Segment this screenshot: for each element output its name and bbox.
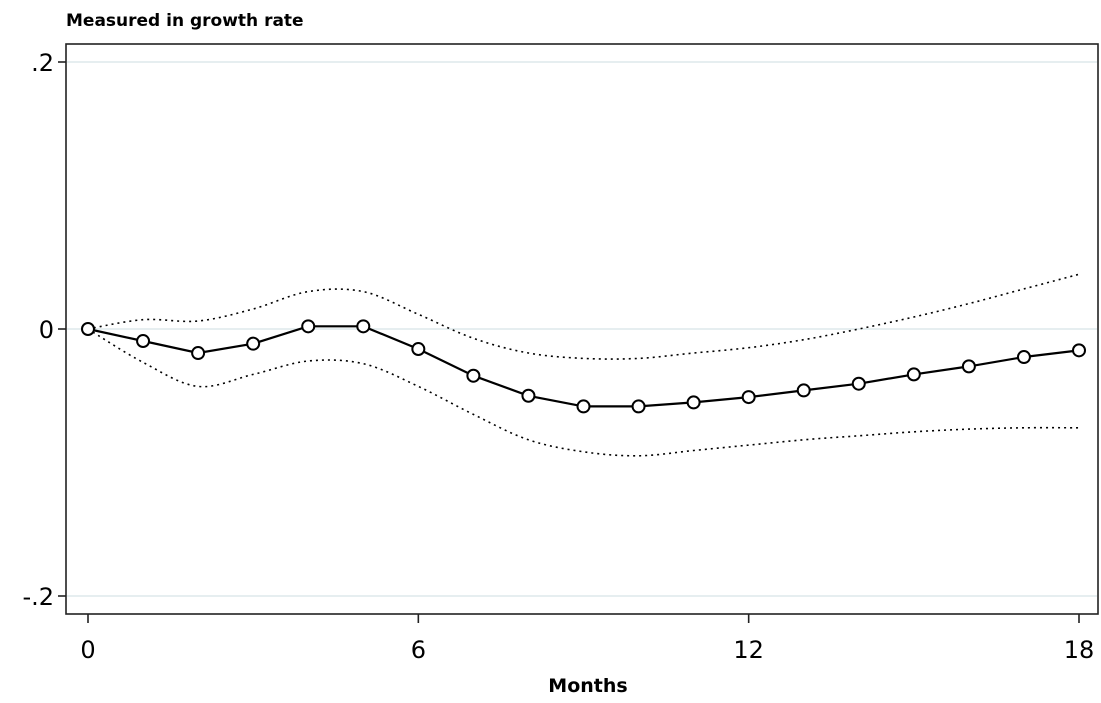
data-point-6 (411, 342, 426, 357)
data-point-5 (356, 319, 371, 334)
series-line-estimate (87, 325, 1080, 408)
series-group (81, 273, 1086, 457)
data-point-4 (301, 319, 316, 334)
data-point-13 (796, 383, 811, 398)
series-line-lower-bound (87, 328, 1080, 457)
y-axis: -.2 0 .2 (22, 49, 66, 611)
data-point-12 (741, 390, 756, 405)
data-point-14 (851, 376, 866, 391)
data-point-0 (81, 322, 95, 336)
series-line-upper-bound (87, 273, 1080, 360)
y-tick-label-1: 0 (39, 316, 54, 344)
data-point-15 (906, 367, 921, 382)
data-point-11 (686, 395, 701, 410)
data-point-8 (521, 388, 536, 403)
x-tick-label-1: 6 (411, 636, 426, 664)
x-tick-label-0: 0 (80, 636, 95, 664)
data-point-1 (136, 334, 151, 349)
data-point-18 (1072, 343, 1086, 358)
x-tick-label-3: 18 (1064, 636, 1095, 664)
data-point-2 (191, 346, 206, 361)
data-point-10 (631, 399, 646, 414)
y-axis-title: Measured in growth rate (66, 11, 304, 31)
data-point-9 (576, 399, 591, 414)
data-point-16 (961, 359, 976, 374)
gridlines (67, 61, 1097, 597)
data-point-3 (246, 336, 261, 351)
y-tick-label-0: -.2 (22, 583, 54, 611)
x-tick-label-2: 12 (733, 636, 764, 664)
y-tick-label-2: .2 (31, 49, 54, 77)
x-axis: 0 6 12 18 (80, 614, 1094, 664)
x-axis-title: Months (548, 675, 627, 697)
data-point-17 (1016, 350, 1031, 365)
data-point-7 (466, 368, 481, 383)
